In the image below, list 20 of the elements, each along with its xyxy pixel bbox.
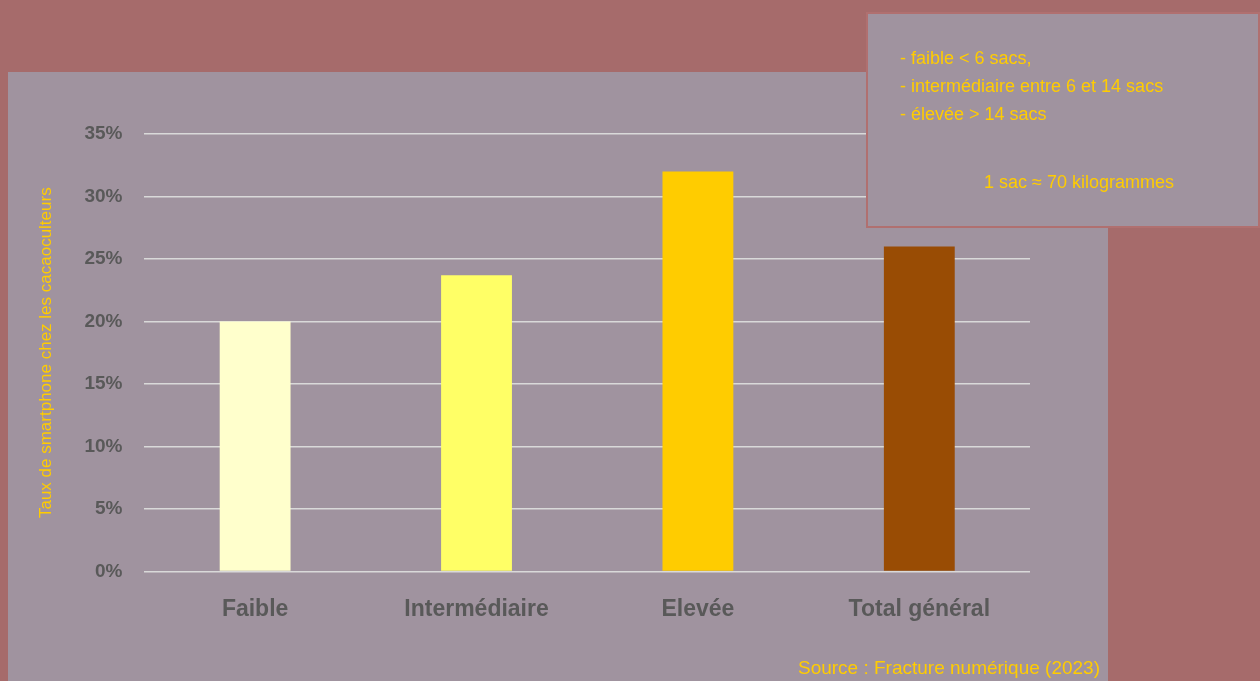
y-tick-label: 5% [94, 497, 123, 519]
y-tick-label: 0% [94, 559, 123, 581]
x-tick-label: Elevée [661, 594, 735, 621]
y-axis-title: Taux de smartphone chez les cacaoculteurs [35, 187, 55, 519]
x-tick-label: Faible [221, 594, 289, 621]
bar [219, 321, 291, 571]
y-tick-label: 10% [84, 434, 123, 456]
bar [883, 246, 955, 571]
source-note: Source : Fracture numérique (2023) [797, 657, 1100, 679]
y-tick-label: 30% [84, 184, 123, 206]
y-tick-label: 25% [84, 247, 123, 269]
annotation: 1 sac ≈ 70 kilogrammes [983, 171, 1175, 194]
y-tick-label: 15% [84, 372, 123, 394]
bar [662, 171, 734, 571]
y-tick-label: 35% [84, 122, 123, 144]
x-tick-label: Intermédiaire [404, 594, 549, 621]
x-tick-label: Total général [848, 594, 991, 621]
note-box: - faible < 6 sacs, - intermédiaire entre 6 et 14 sacs - élevée > 14 sacs 1 sac ≈ 70 kilogrammes [866, 12, 1260, 228]
y-tick-label: 20% [84, 309, 123, 331]
bar [441, 275, 512, 571]
